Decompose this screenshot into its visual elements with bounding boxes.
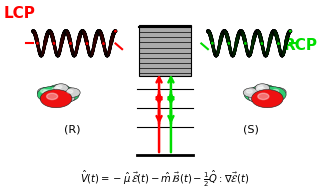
Circle shape: [258, 87, 286, 102]
Circle shape: [248, 94, 263, 102]
Circle shape: [63, 95, 68, 98]
Text: (R): (R): [64, 124, 81, 134]
Circle shape: [251, 84, 277, 99]
Circle shape: [264, 90, 274, 95]
Circle shape: [67, 90, 73, 93]
Text: RCP: RCP: [284, 38, 318, 53]
Text: LCP: LCP: [3, 6, 35, 21]
Circle shape: [54, 84, 68, 92]
Circle shape: [249, 90, 258, 95]
Circle shape: [266, 94, 280, 102]
Circle shape: [37, 88, 54, 97]
Text: $\hat{V}(t) = -\hat{\mu}\,\vec{\mathcal{E}}(t) - \hat{m}\,\vec{\mathcal{B}}(t) -: $\hat{V}(t) = -\hat{\mu}\,\vec{\mathcal{…: [81, 168, 249, 189]
Circle shape: [47, 93, 58, 100]
Circle shape: [244, 87, 269, 102]
Circle shape: [43, 90, 52, 95]
Circle shape: [64, 88, 80, 97]
Circle shape: [52, 87, 61, 92]
Circle shape: [256, 87, 265, 92]
Circle shape: [41, 89, 46, 93]
Circle shape: [255, 84, 270, 92]
Text: (S): (S): [243, 124, 259, 134]
Circle shape: [46, 95, 51, 98]
Circle shape: [43, 94, 57, 102]
Circle shape: [57, 85, 62, 88]
Circle shape: [54, 87, 79, 102]
Circle shape: [270, 88, 286, 97]
Circle shape: [269, 95, 274, 98]
Circle shape: [59, 90, 68, 95]
Circle shape: [60, 94, 75, 102]
Circle shape: [251, 90, 283, 108]
Circle shape: [40, 90, 72, 108]
Bar: [139, 25, 191, 76]
Circle shape: [251, 95, 256, 98]
Circle shape: [258, 85, 263, 88]
Circle shape: [47, 84, 72, 99]
Circle shape: [258, 93, 269, 100]
Circle shape: [243, 88, 260, 97]
Circle shape: [247, 90, 252, 93]
Circle shape: [273, 89, 279, 93]
Circle shape: [37, 87, 65, 102]
